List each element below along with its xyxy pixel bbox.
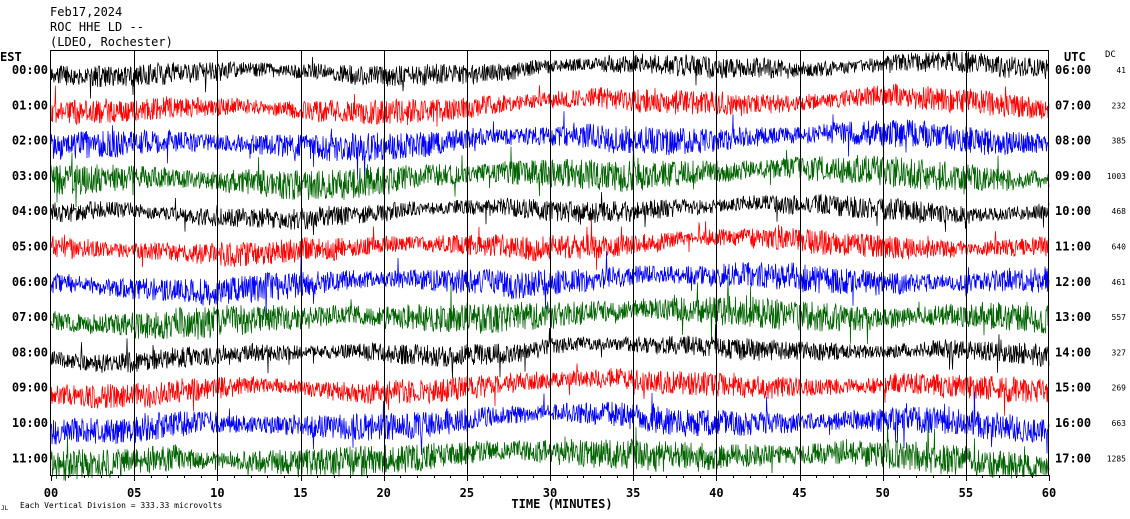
header-station: ROC HHE LD --: [50, 20, 144, 34]
est-axis-label: EST: [0, 50, 22, 64]
utc-time-label: 09:00: [1055, 169, 1091, 183]
est-time-label: 06:00: [12, 275, 48, 289]
utc-time-label: 10:00: [1055, 204, 1091, 218]
utc-time-label: 06:00: [1055, 63, 1091, 77]
est-time-label: 09:00: [12, 381, 48, 395]
x-tick-label: 15: [293, 486, 307, 500]
utc-time-label: 13:00: [1055, 310, 1091, 324]
x-tick-label: 40: [709, 486, 723, 500]
dc-offset-value: 663: [1112, 419, 1127, 428]
minute-gridlines: [134, 51, 967, 475]
row-labels: 00:00 06:00 41 01:00 07:00 232 02:00 08:00 385 03…: [12, 63, 1126, 465]
est-time-label: 01:00: [12, 98, 48, 112]
header-date: Feb17,2024: [50, 5, 122, 19]
dc-offset-value: 1003: [1107, 172, 1126, 181]
dc-offset-value: 385: [1112, 137, 1127, 146]
dc-offset-value: 461: [1112, 278, 1127, 287]
footer-mark: JL: [1, 505, 9, 512]
x-axis-ticks: 00 05 10 15 20 25 30 35 40 45 50 55 60: [44, 475, 1056, 500]
header-location: (LDEO, Rochester): [50, 35, 173, 49]
est-time-label: 05:00: [12, 240, 48, 254]
dc-offset-value: 269: [1112, 384, 1127, 393]
x-tick-label: 25: [460, 486, 474, 500]
est-time-label: 00:00: [12, 63, 48, 77]
utc-time-label: 15:00: [1055, 381, 1091, 395]
dc-offset-value: 1285: [1107, 454, 1126, 463]
dc-offset-value: 468: [1112, 207, 1127, 216]
est-time-label: 03:00: [12, 169, 48, 183]
x-tick-label: 45: [792, 486, 806, 500]
dc-offset-value: 41: [1116, 66, 1126, 75]
plot-frame: [50, 50, 1049, 476]
dc-column-label: DC: [1105, 50, 1116, 60]
est-time-label: 10:00: [12, 416, 48, 430]
dc-offset-value: 327: [1112, 348, 1127, 357]
est-time-label: 08:00: [12, 345, 48, 359]
utc-time-label: 07:00: [1055, 98, 1091, 112]
est-time-label: 02:00: [12, 134, 48, 148]
est-time-label: 07:00: [12, 310, 48, 324]
scale-note: Each Vertical Division = 333.33 microvol…: [20, 501, 222, 510]
utc-axis-label: UTC: [1064, 50, 1086, 64]
x-tick-label: 05: [127, 486, 141, 500]
dc-offset-value: 232: [1112, 101, 1127, 110]
x-tick-label: 50: [875, 486, 889, 500]
utc-time-label: 08:00: [1055, 134, 1091, 148]
x-tick-label: 30: [543, 486, 557, 500]
dc-offset-value: 557: [1112, 313, 1127, 322]
x-axis-title: TIME (MINUTES): [511, 497, 612, 511]
est-time-label: 04:00: [12, 204, 48, 218]
utc-time-label: 12:00: [1055, 275, 1091, 289]
x-tick-label: 60: [1042, 486, 1056, 500]
utc-time-label: 14:00: [1055, 345, 1091, 359]
x-tick-label: 20: [376, 486, 390, 500]
x-tick-label: 35: [626, 486, 640, 500]
x-tick-label: 10: [210, 486, 224, 500]
est-time-label: 11:00: [12, 451, 48, 465]
x-tick-label: 55: [959, 486, 973, 500]
x-tick-label: 00: [44, 486, 58, 500]
utc-time-label: 17:00: [1055, 451, 1091, 465]
dc-offset-value: 640: [1112, 243, 1127, 252]
utc-time-label: 16:00: [1055, 416, 1091, 430]
utc-time-label: 11:00: [1055, 240, 1091, 254]
